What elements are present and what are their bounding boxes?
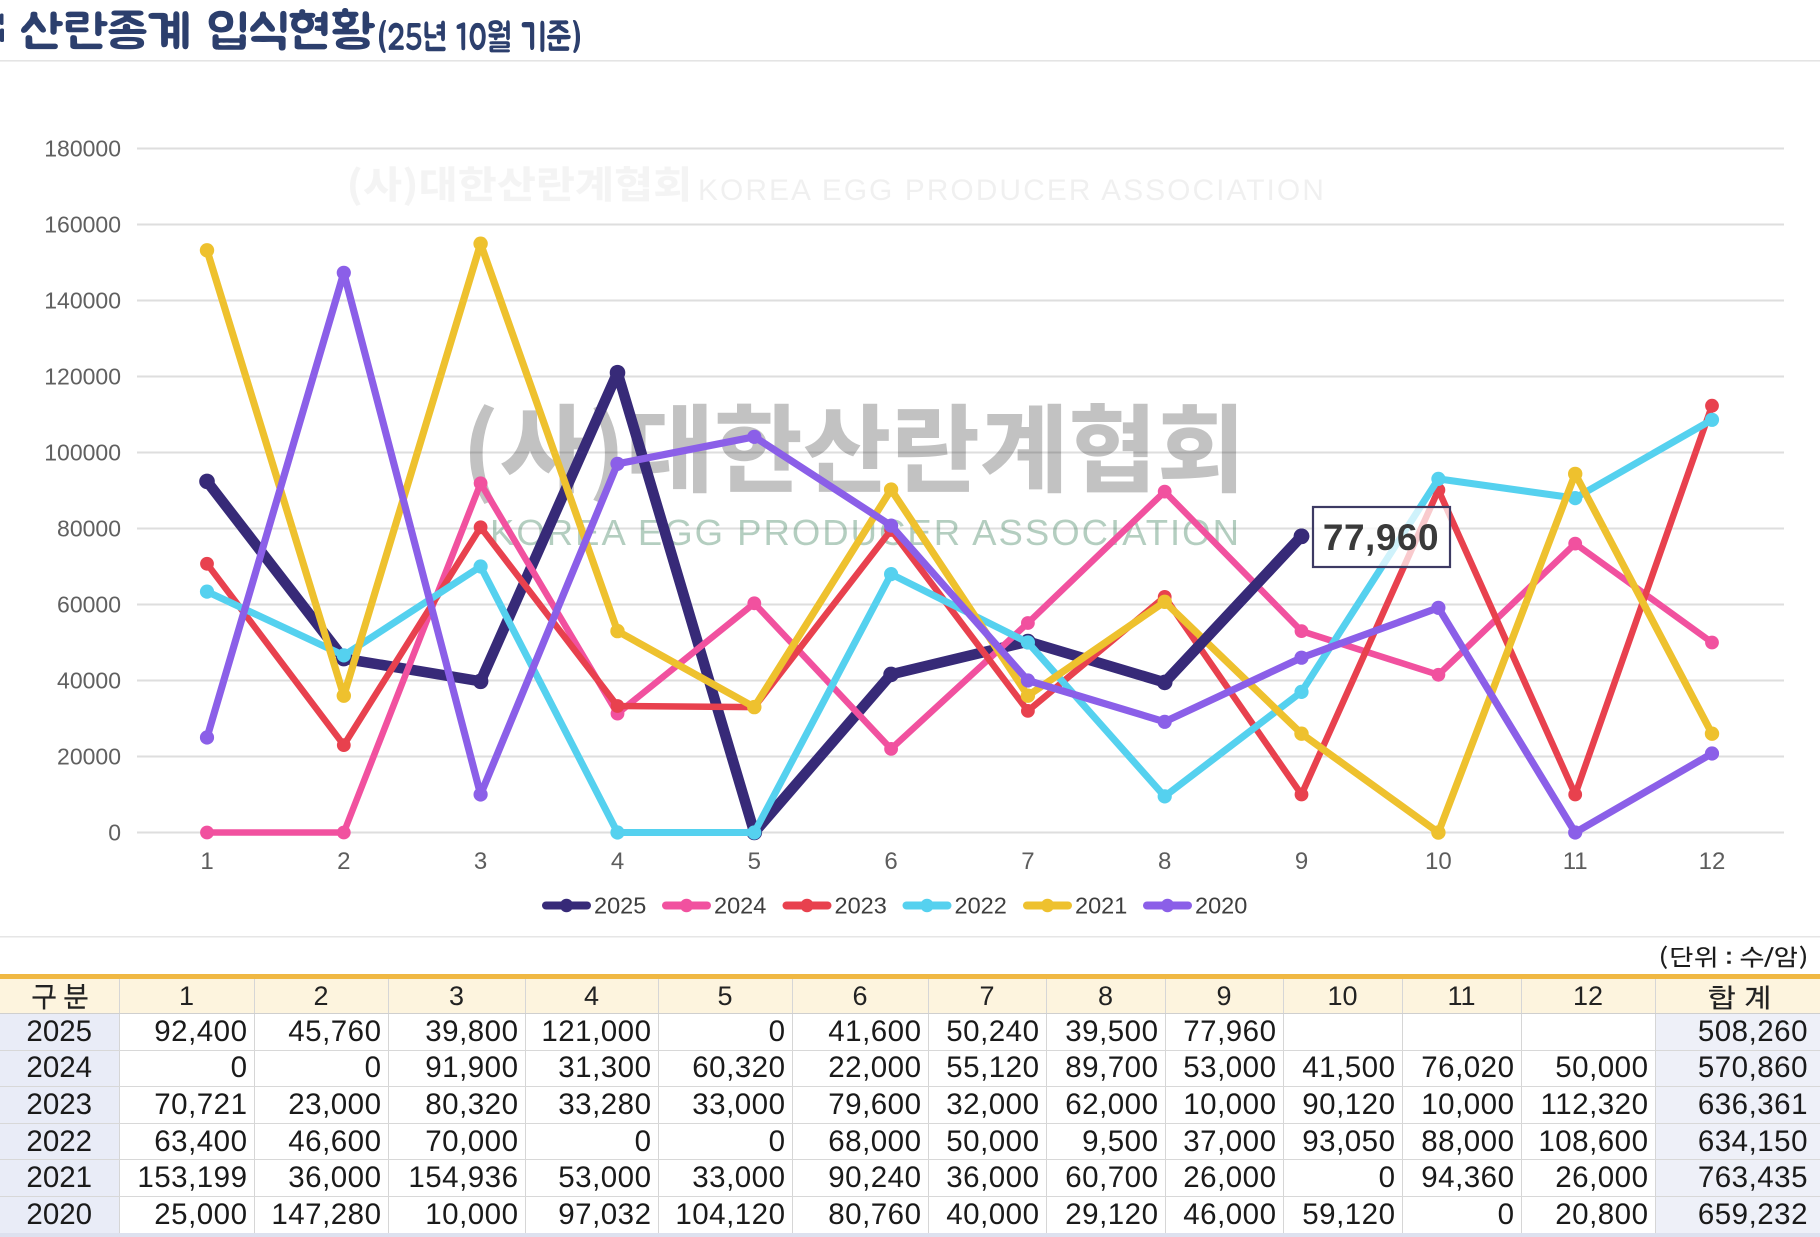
svg-text:2: 2 [337, 848, 350, 875]
svg-text:180000: 180000 [44, 136, 121, 162]
svg-text:6: 6 [884, 848, 897, 875]
svg-text:2024: 2024 [714, 893, 766, 919]
svg-text:KOREA EGG PRODUCER ASSOCIATION: KOREA EGG PRODUCER ASSOCIATION [698, 174, 1326, 207]
svg-text:2025: 2025 [594, 893, 646, 919]
svg-text:100000: 100000 [44, 440, 121, 466]
svg-text:2020: 2020 [1195, 893, 1247, 919]
svg-text:2021: 2021 [1075, 893, 1127, 919]
svg-text:0: 0 [108, 820, 121, 846]
svg-text:10: 10 [1425, 848, 1452, 875]
svg-text:9: 9 [1295, 848, 1308, 875]
svg-text:160000: 160000 [44, 212, 121, 238]
svg-text:120000: 120000 [44, 364, 121, 390]
svg-text:140000: 140000 [44, 288, 121, 314]
svg-text:11: 11 [1563, 848, 1588, 875]
svg-text:2023: 2023 [835, 893, 887, 919]
svg-text:4: 4 [611, 848, 624, 875]
svg-text:40000: 40000 [57, 668, 121, 694]
svg-text:7: 7 [1021, 848, 1034, 875]
svg-text:77,960: 77,960 [1323, 517, 1439, 558]
svg-text:80000: 80000 [57, 516, 121, 542]
svg-text:2022: 2022 [955, 893, 1007, 919]
svg-text:3: 3 [474, 848, 487, 875]
svg-text:60000: 60000 [57, 592, 121, 618]
svg-text:20000: 20000 [57, 744, 121, 770]
svg-text:8: 8 [1158, 848, 1171, 875]
svg-text:5: 5 [748, 848, 761, 875]
svg-text:12: 12 [1699, 848, 1726, 875]
svg-text:1: 1 [200, 848, 213, 875]
